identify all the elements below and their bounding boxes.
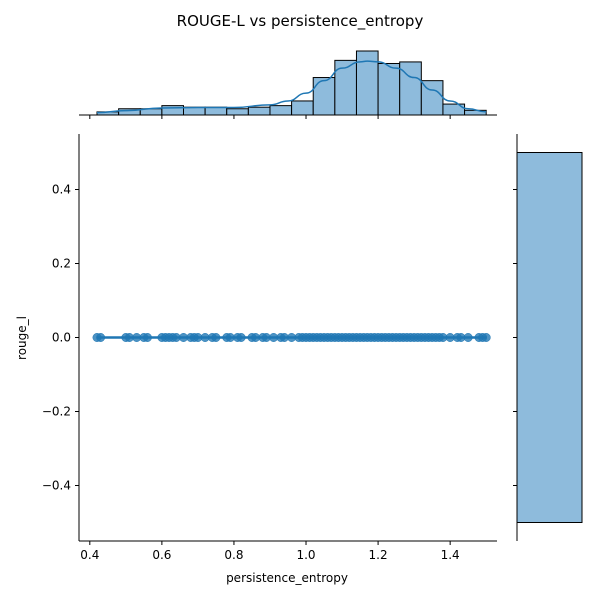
x-tick-label: 1.4 bbox=[441, 548, 460, 562]
y-tick-label: 0.2 bbox=[52, 257, 71, 271]
x-tick-label: 0.4 bbox=[80, 548, 99, 562]
hist-bar bbox=[269, 105, 293, 116]
y-tick-label: 0.0 bbox=[52, 331, 71, 345]
marginal-x-kde bbox=[97, 60, 487, 114]
hist-bar bbox=[226, 108, 249, 116]
x-tick-label: 0.8 bbox=[224, 548, 243, 562]
y-tick-label: 0.4 bbox=[52, 183, 71, 197]
hist-bar bbox=[204, 106, 228, 116]
x-tick-label: 0.6 bbox=[152, 548, 171, 562]
marginal-y-histogram bbox=[516, 152, 583, 523]
x-tick-label: 1.2 bbox=[369, 548, 388, 562]
x-axis-label: persistence_entropy bbox=[226, 571, 348, 585]
hist-bar bbox=[312, 77, 336, 116]
hist-bar bbox=[516, 152, 583, 523]
y-axis-label: rouge_l bbox=[15, 316, 29, 360]
chart-title: ROUGE-L vs persistence_entropy bbox=[177, 12, 424, 31]
y-tick-label: −0.2 bbox=[42, 405, 71, 419]
y-tick-label: −0.4 bbox=[42, 479, 71, 493]
marginal-x-histogram bbox=[96, 50, 487, 116]
hist-bar bbox=[247, 106, 271, 116]
kde-curve bbox=[97, 60, 487, 114]
hist-bar bbox=[291, 100, 314, 116]
hist-bar bbox=[399, 61, 422, 116]
hist-bar bbox=[377, 62, 401, 116]
hist-bar bbox=[183, 106, 206, 116]
x-tick-label: 1.0 bbox=[296, 548, 315, 562]
